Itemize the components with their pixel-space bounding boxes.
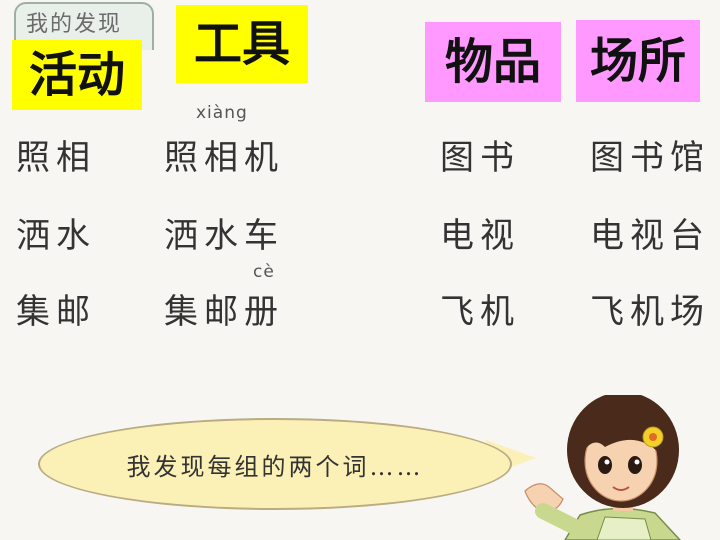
- word-tool-3: 集邮册: [164, 292, 284, 332]
- speech-bubble-text: 我发现每组的两个词……: [126, 452, 424, 481]
- word-item-2: 电视: [440, 216, 520, 256]
- girl-illustration: [524, 395, 682, 540]
- word-tool-1: 照相机: [164, 138, 284, 178]
- word-item-3: 飞机: [440, 292, 520, 332]
- word-activity-2: 洒水: [16, 216, 96, 256]
- pinyin-ce: cè: [253, 262, 275, 282]
- label-activity: 活动: [12, 40, 142, 110]
- word-item-1: 图书: [440, 138, 520, 178]
- word-place-3: 飞机场: [590, 292, 710, 332]
- word-place-2: 电视台: [590, 216, 710, 256]
- word-activity-1: 照相: [16, 138, 96, 178]
- word-place-1: 图书馆: [590, 138, 710, 178]
- label-tool: 工具: [176, 5, 308, 83]
- label-place: 场所: [576, 20, 700, 102]
- pinyin-xiang: xiàng: [196, 103, 248, 123]
- speech-bubble: 我发现每组的两个词……: [38, 418, 512, 510]
- word-tool-2: 洒水车: [164, 216, 284, 256]
- word-activity-3: 集邮: [16, 292, 96, 332]
- section-header-text: 我的发现: [26, 12, 123, 37]
- label-item: 物品: [425, 22, 561, 102]
